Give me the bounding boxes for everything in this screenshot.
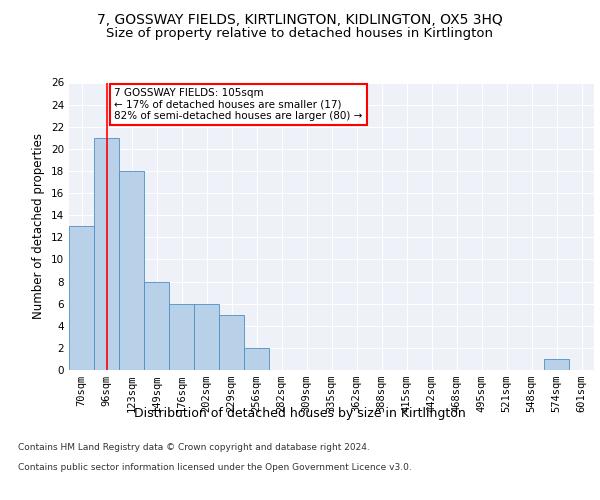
Text: Contains HM Land Registry data © Crown copyright and database right 2024.: Contains HM Land Registry data © Crown c… <box>18 442 370 452</box>
Bar <box>69 226 94 370</box>
Bar <box>144 282 169 370</box>
Bar <box>194 304 219 370</box>
Bar <box>119 171 144 370</box>
Bar <box>244 348 269 370</box>
Text: 7, GOSSWAY FIELDS, KIRTLINGTON, KIDLINGTON, OX5 3HQ: 7, GOSSWAY FIELDS, KIRTLINGTON, KIDLINGT… <box>97 12 503 26</box>
Text: Distribution of detached houses by size in Kirtlington: Distribution of detached houses by size … <box>134 408 466 420</box>
Bar <box>169 304 194 370</box>
Bar <box>219 314 244 370</box>
Text: Contains public sector information licensed under the Open Government Licence v3: Contains public sector information licen… <box>18 462 412 471</box>
Y-axis label: Number of detached properties: Number of detached properties <box>32 133 46 320</box>
Text: Size of property relative to detached houses in Kirtlington: Size of property relative to detached ho… <box>107 28 493 40</box>
Bar <box>544 359 569 370</box>
Bar <box>94 138 119 370</box>
Text: 7 GOSSWAY FIELDS: 105sqm
← 17% of detached houses are smaller (17)
82% of semi-d: 7 GOSSWAY FIELDS: 105sqm ← 17% of detach… <box>114 88 362 121</box>
